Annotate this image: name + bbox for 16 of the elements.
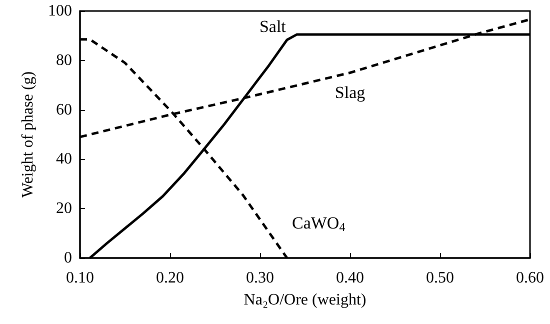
- x-tick-label: 0.10: [66, 270, 94, 286]
- x-axis-title: Na₂O/Ore (weight): [244, 292, 366, 308]
- series-label: Salt: [259, 16, 286, 36]
- x-tick-label: 0.20: [156, 270, 184, 286]
- x-tick-label: 0.40: [336, 270, 364, 286]
- y-tick-label: 80: [56, 52, 72, 69]
- y-tick-label: 60: [56, 101, 72, 118]
- x-tick-label: 0.50: [426, 270, 454, 286]
- y-tick-label: 40: [56, 150, 72, 168]
- y-tick-label: 100: [48, 2, 72, 20]
- y-tick-label: 20: [56, 200, 72, 218]
- y-tick-label: 0: [64, 250, 72, 266]
- series-label: Slag: [334, 82, 366, 102]
- y-axis-title: Weight of phase (g): [20, 71, 36, 198]
- x-tick-label: 0.60: [516, 270, 544, 286]
- x-tick-label: 0.30: [246, 270, 274, 286]
